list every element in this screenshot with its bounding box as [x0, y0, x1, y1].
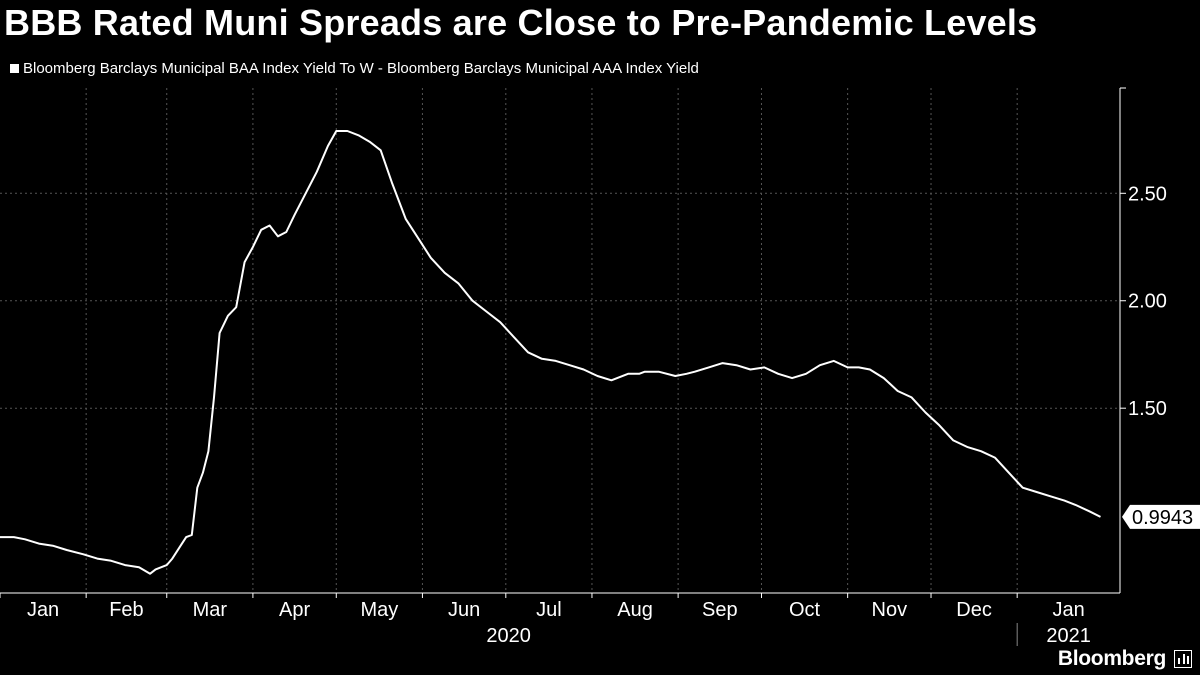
year-label: 2020	[486, 625, 531, 647]
x-tick-label: Dec	[956, 599, 992, 621]
x-tick-label: Jul	[536, 599, 562, 621]
last-value-tag	[1122, 504, 1200, 529]
x-tick-label: Jan	[27, 599, 59, 621]
x-tick-label: Jan	[1052, 599, 1084, 621]
y-tick-label: 2.00	[1128, 291, 1167, 313]
legend: Bloomberg Barclays Municipal BAA Index Y…	[10, 60, 699, 77]
x-tick-label: Apr	[279, 599, 310, 621]
x-tick-label: Aug	[617, 599, 653, 621]
spread-series-line	[0, 130, 1101, 575]
x-tick-label: Mar	[193, 599, 228, 621]
bar-chart-icon	[1174, 650, 1192, 668]
year-label: 2021	[1046, 625, 1091, 647]
x-tick-label: Nov	[872, 599, 908, 621]
y-tick-label: 2.50	[1128, 183, 1167, 205]
y-tick-label: 1.50	[1128, 398, 1167, 420]
x-tick-label: Sep	[702, 599, 738, 621]
x-tick-label: Feb	[109, 599, 143, 621]
x-tick-label: May	[360, 599, 398, 621]
chart-title: BBB Rated Muni Spreads are Close to Pre-…	[4, 2, 1038, 43]
legend-swatch	[10, 64, 19, 73]
brand-logo: Bloomberg	[1057, 647, 1166, 670]
x-tick-label: Oct	[789, 599, 821, 621]
x-tick-label: Jun	[448, 599, 480, 621]
legend-label: Bloomberg Barclays Municipal BAA Index Y…	[23, 60, 699, 77]
last-value-label: 0.9943	[1132, 507, 1193, 529]
